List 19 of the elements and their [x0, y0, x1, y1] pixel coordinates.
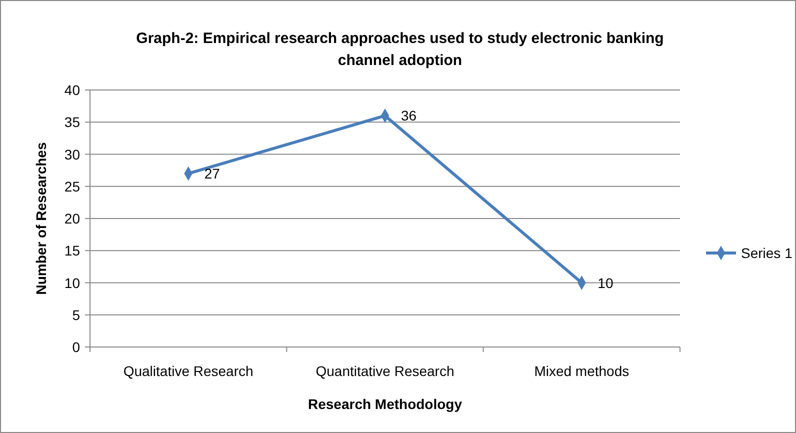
- legend-label: Series 1: [741, 245, 793, 261]
- x-axis-title: Research Methodology: [308, 396, 462, 412]
- x-tick-label: Quantitative Research: [316, 363, 454, 379]
- chart-title: Graph-2: Empirical research approaches used to study electronic banking channel adoption: [136, 30, 664, 69]
- y-tick-label: 0: [72, 339, 80, 355]
- y-tick-label: 25: [64, 178, 80, 194]
- y-tick-label: 5: [72, 306, 80, 323]
- y-tick-label: 35: [64, 114, 80, 130]
- data-label: 10: [598, 274, 614, 291]
- x-tick-label: Qualitative Research: [123, 363, 254, 379]
- y-tick-label: 15: [64, 242, 80, 259]
- y-tick-label: 10: [64, 274, 80, 291]
- y-tick-label: 30: [64, 146, 80, 162]
- data-label: 27: [204, 166, 220, 182]
- y-tick-label: 40: [64, 82, 80, 98]
- y-tick-label: 20: [64, 210, 80, 226]
- x-tick-label: Mixed methods: [534, 363, 630, 379]
- data-label: 36: [401, 108, 417, 124]
- y-axis-title: Number of Researches: [33, 142, 49, 295]
